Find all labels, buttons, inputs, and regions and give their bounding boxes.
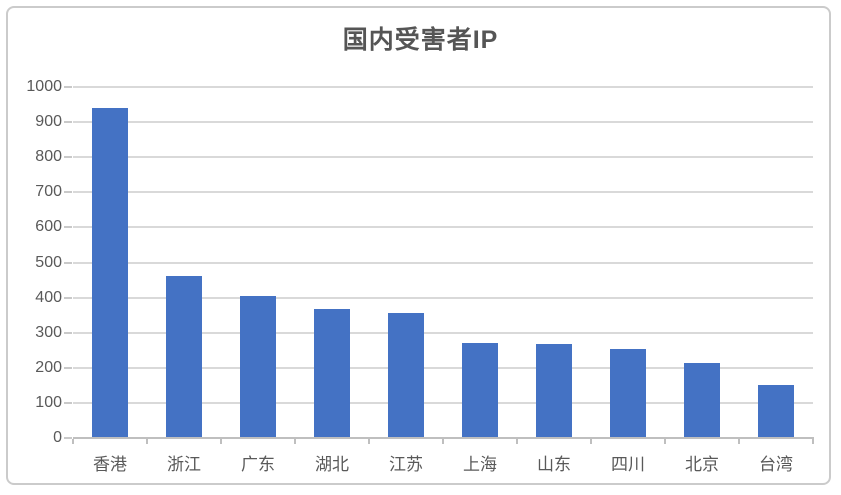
gridline	[73, 296, 813, 299]
bar-台湾	[758, 385, 794, 438]
bar-江苏	[388, 313, 424, 438]
x-tick-mark	[220, 439, 222, 444]
y-tick-mark	[64, 437, 72, 439]
x-tick-mark	[294, 439, 296, 444]
y-tick-mark	[64, 226, 72, 229]
y-tick-label: 0	[53, 429, 62, 446]
y-tick-label: 1000	[26, 78, 62, 95]
x-tick-mark	[442, 439, 444, 444]
y-tick-label: 800	[35, 148, 62, 166]
x-category-label: 四川	[611, 455, 645, 474]
y-tick-label: 300	[35, 323, 62, 341]
y-tick-mark	[64, 296, 72, 299]
bar-山东	[536, 344, 572, 438]
y-tick-label: 700	[35, 183, 62, 201]
y-tick-label: 500	[35, 253, 62, 271]
gridline	[73, 156, 813, 159]
y-tick-mark	[64, 366, 72, 369]
bar-湖北	[314, 309, 350, 438]
x-tick-mark	[590, 439, 592, 444]
x-tick-mark	[146, 439, 148, 444]
x-tick-mark	[516, 439, 518, 444]
x-tick-mark	[664, 439, 666, 444]
bar-上海	[462, 343, 498, 438]
gridline	[73, 331, 813, 334]
x-axis-line	[73, 437, 814, 439]
y-tick-mark	[64, 331, 72, 334]
y-tick-label: 400	[35, 288, 62, 306]
bar-广东	[240, 296, 276, 438]
y-tick-label: 900	[35, 113, 62, 131]
gridline	[73, 226, 813, 229]
y-tick-mark	[64, 86, 72, 88]
gridline	[73, 261, 813, 264]
bar-四川	[610, 349, 646, 438]
x-tick-mark	[738, 439, 740, 444]
plot-area	[73, 86, 813, 438]
x-category-label: 北京	[685, 455, 719, 474]
gridline	[73, 401, 813, 404]
bar-香港	[92, 108, 128, 438]
x-category-label: 江苏	[389, 455, 423, 474]
x-category-label: 浙江	[167, 455, 201, 474]
x-category-label: 台湾	[759, 455, 793, 474]
y-tick-mark	[64, 401, 72, 404]
y-tick-mark	[64, 156, 72, 159]
x-tick-mark	[812, 439, 814, 444]
x-tick-mark	[72, 439, 74, 444]
gridline	[73, 191, 813, 194]
gridline	[73, 366, 813, 369]
x-category-label: 上海	[463, 455, 497, 474]
bar-北京	[684, 363, 720, 438]
x-tick-mark	[368, 439, 370, 444]
gridline	[73, 121, 813, 124]
y-tick-label: 600	[35, 218, 62, 236]
x-category-label: 广东	[241, 455, 275, 474]
bar-浙江	[166, 276, 202, 438]
x-category-label: 湖北	[315, 455, 349, 474]
y-tick-mark	[64, 261, 72, 264]
y-tick-label: 100	[35, 393, 62, 411]
x-category-label: 香港	[93, 455, 127, 474]
chart-title: 国内受害者IP	[342, 26, 499, 54]
y-tick-mark	[64, 191, 72, 194]
y-tick-mark	[64, 121, 72, 124]
x-category-label: 山东	[537, 455, 571, 474]
y-tick-label: 200	[35, 358, 62, 376]
gridline	[73, 86, 813, 88]
